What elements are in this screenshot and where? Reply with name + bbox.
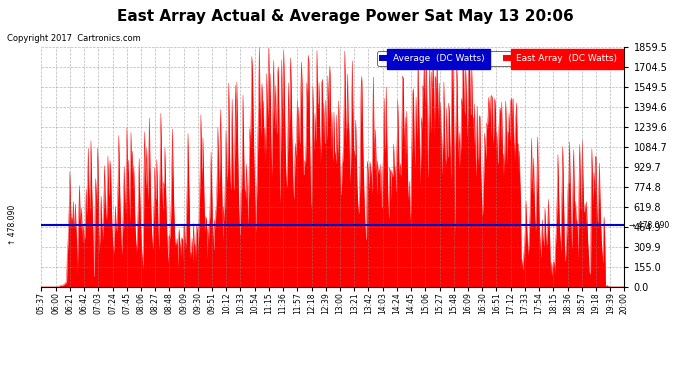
Text: East Array Actual & Average Power Sat May 13 20:06: East Array Actual & Average Power Sat Ma…	[117, 9, 573, 24]
Text: Copyright 2017  Cartronics.com: Copyright 2017 Cartronics.com	[7, 34, 141, 43]
Text: → 478.090: → 478.090	[629, 220, 669, 230]
Text: ↑ 478.090: ↑ 478.090	[8, 205, 17, 245]
Legend: Average  (DC Watts), East Array  (DC Watts): Average (DC Watts), East Array (DC Watts…	[377, 51, 620, 66]
